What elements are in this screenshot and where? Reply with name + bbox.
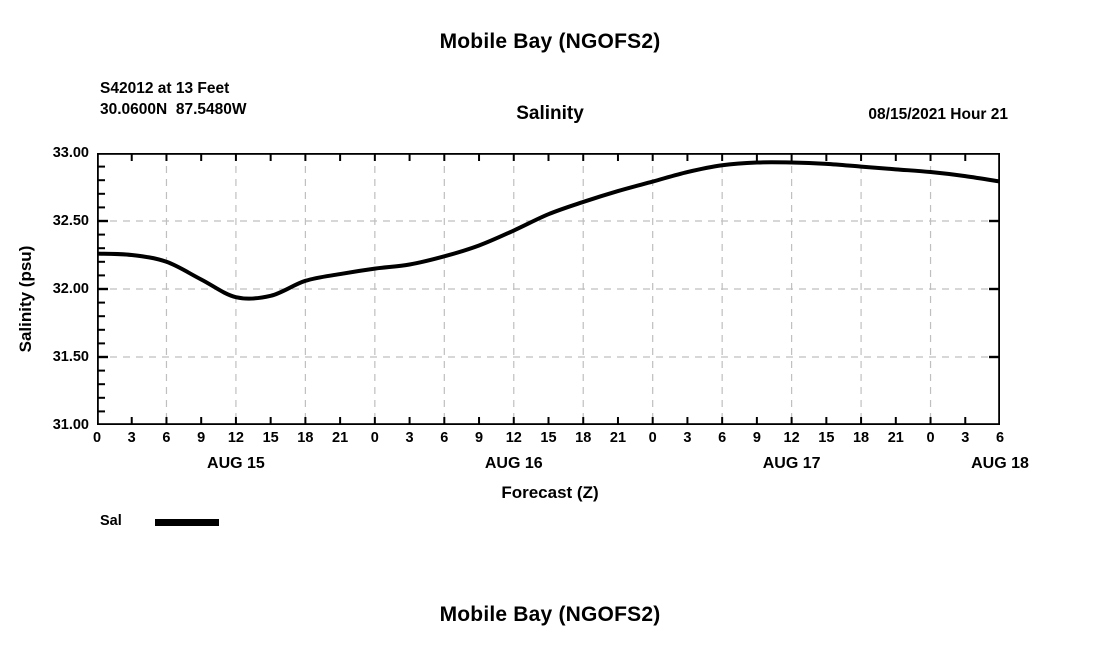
x-axis-tick-label: 9 — [752, 430, 761, 446]
y-axis-tick-label: 32.00 — [52, 281, 89, 297]
legend-swatch-sal — [155, 519, 219, 526]
y-axis-tick-label: 33.00 — [52, 145, 89, 161]
x-axis-day-label: AUG 16 — [484, 455, 543, 472]
y-axis-tick-labels: 33.00 32.50 32.00 31.50 31.00 — [27, 146, 89, 432]
x-axis-tick-label: 9 — [197, 430, 206, 446]
x-axis-title: Forecast (Z) — [501, 483, 599, 502]
y-axis-tick-label: 32.50 — [52, 213, 89, 229]
station-coords-line: 30.0600N 87.5480W — [100, 101, 247, 118]
page-title-top: Mobile Bay (NGOFS2) — [439, 30, 661, 53]
x-axis-tick-label: 9 — [474, 430, 484, 446]
x-axis-day-labels: AUG 15 AUG 16 AUG 17 AUG 18 — [97, 455, 1029, 478]
x-axis-tick-label: 21 — [887, 430, 904, 446]
y-axis-title: Salinity (psu) — [16, 245, 35, 353]
page-title-bottom: Mobile Bay (NGOFS2) — [439, 603, 661, 626]
x-axis-tick-label: 0 — [648, 430, 657, 446]
x-axis-tick-label: 3 — [405, 430, 414, 446]
x-axis-tick-label: 6 — [995, 430, 1005, 446]
x-axis-tick-label: 12 — [505, 430, 522, 446]
x-axis-tick-label: 18 — [575, 430, 592, 446]
chart-subtitle: Salinity — [516, 103, 584, 124]
x-axis-tick-label: 0 — [370, 430, 379, 446]
salinity-line-chart — [97, 153, 1000, 425]
x-axis-tick-label: 12 — [783, 430, 800, 446]
x-axis-tick-label: 0 — [926, 430, 935, 446]
x-axis-day-label: AUG 15 — [207, 455, 265, 472]
plot-area — [97, 153, 1000, 425]
legend-label-sal: Sal — [100, 513, 122, 529]
x-axis-tick-label: 3 — [683, 430, 692, 446]
x-axis-tick-label: 15 — [540, 430, 557, 446]
x-axis-tick-labels: 0 3 6 9 12 15 18 21 0 3 6 9 12 15 18 21 0 3 6 9 12 15 18 21 0 3 6 — [93, 430, 1004, 451]
x-axis-tick-label: 6 — [162, 430, 171, 446]
x-axis-tick-label: 15 — [818, 430, 835, 446]
x-axis-tick-label: 18 — [297, 430, 314, 446]
x-axis-day-label: AUG 18 — [971, 455, 1029, 472]
x-axis-tick-label: 3 — [127, 430, 136, 446]
y-axis-tick-label: 31.00 — [52, 417, 89, 433]
x-axis-day-label: AUG 17 — [762, 455, 821, 472]
x-axis-tick-label: 6 — [440, 430, 449, 446]
x-axis-tick-label: 15 — [262, 430, 279, 446]
x-axis-tick-label: 3 — [961, 430, 970, 446]
forecast-run-time: 08/15/2021 Hour 21 — [868, 106, 1008, 123]
y-axis-tick-label: 31.50 — [52, 349, 89, 365]
x-axis-tick-label: 18 — [852, 430, 870, 446]
x-axis-tick-label: 12 — [227, 430, 244, 446]
x-axis-tick-label: 21 — [609, 430, 627, 446]
station-info: S42012 at 13 Feet 30.0600N 87.5480W — [100, 78, 247, 120]
x-axis-tick-label: 0 — [92, 430, 102, 446]
x-axis-tick-label: 6 — [718, 430, 727, 446]
x-axis-tick-label: 21 — [332, 430, 349, 446]
station-name-line: S42012 at 13 Feet — [100, 80, 230, 97]
